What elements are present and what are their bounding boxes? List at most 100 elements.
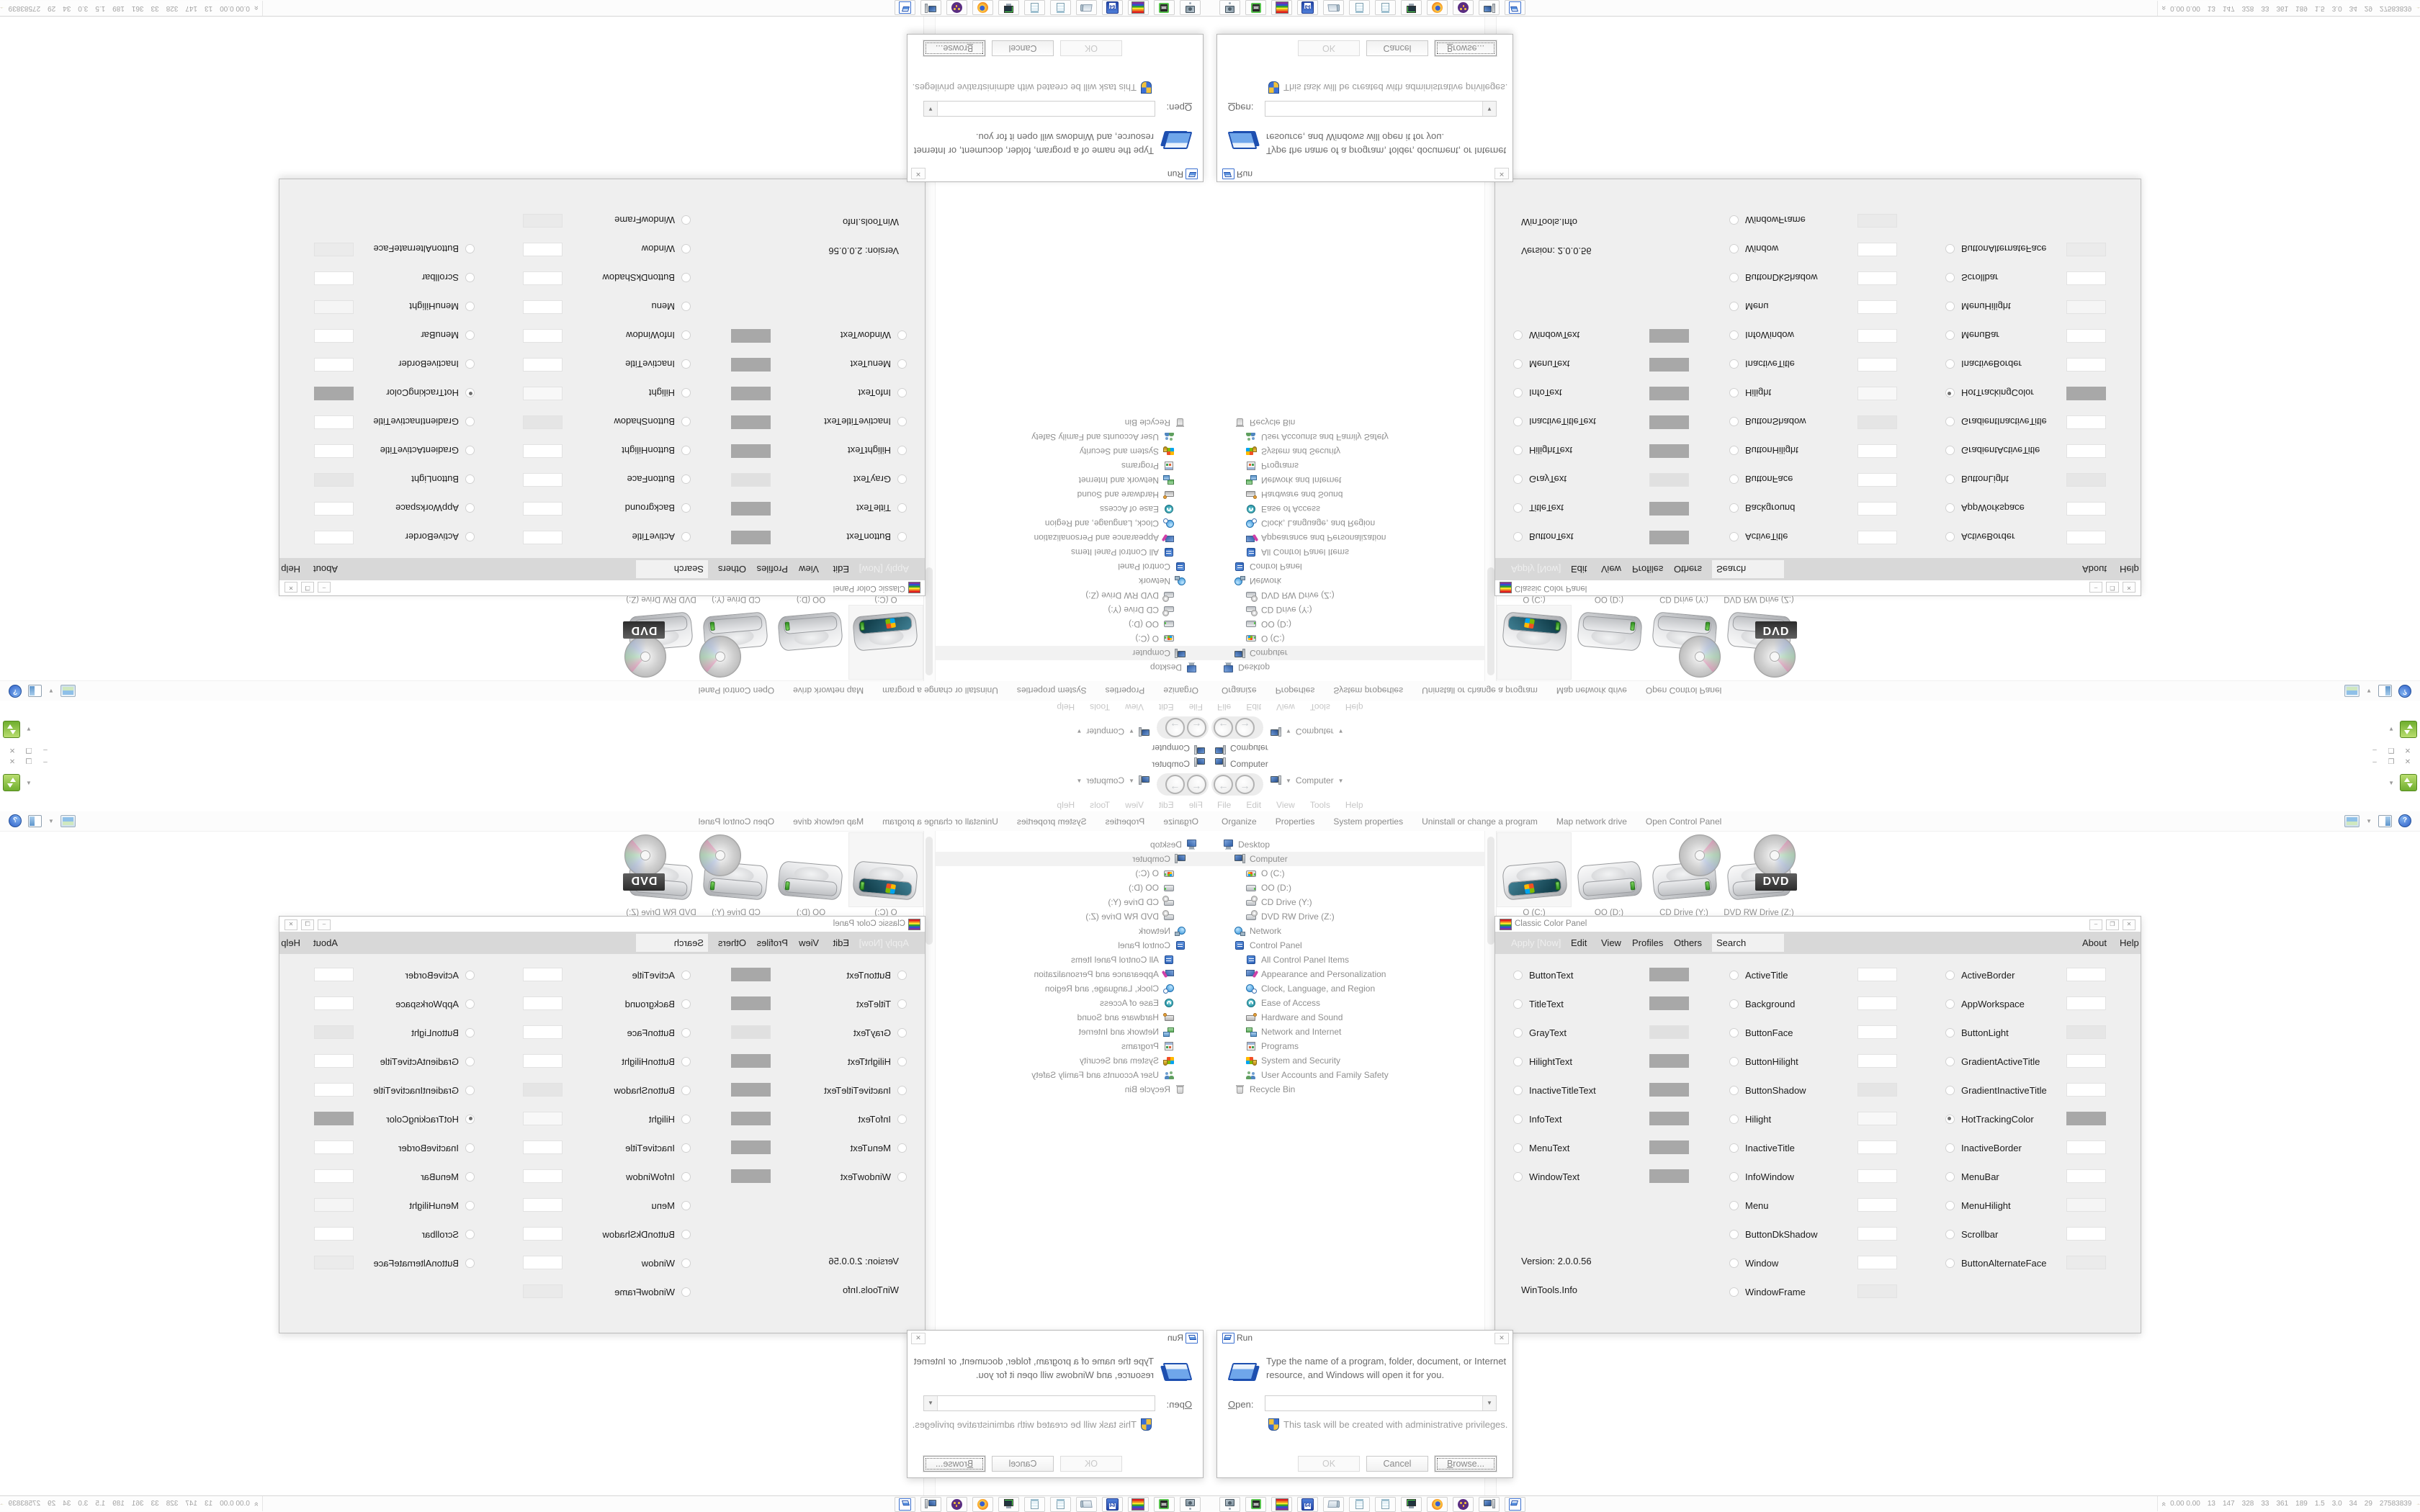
taskbar-button-pc-gear-icon[interactable] [1219, 0, 1240, 15]
color-swatch-inactivetitletext[interactable] [1649, 415, 1689, 429]
explorer-menu-tools[interactable]: Tools [1090, 702, 1111, 713]
radio-windowtext[interactable] [897, 330, 907, 341]
drive-item-oo-d-[interactable]: OO (D:) [1572, 593, 1646, 680]
color-swatch-background[interactable] [523, 996, 563, 1010]
color-swatch-windowtext[interactable] [731, 1169, 771, 1183]
radio-background[interactable] [1729, 503, 1739, 513]
radio-inactiveborder[interactable] [465, 1143, 475, 1153]
open-combobox[interactable]: ▼ [923, 1395, 1155, 1411]
color-swatch-activetitle[interactable] [1857, 968, 1897, 981]
close-button[interactable]: ✕ [2123, 582, 2136, 593]
taskbar-button-pc-blue-icon[interactable] [920, 0, 941, 15]
ccp-menu-view[interactable]: View [799, 564, 819, 575]
color-option-buttontext[interactable]: ButtonText [847, 528, 907, 546]
tree-item-network-and-internet[interactable]: Network and Internet [936, 1025, 1210, 1039]
tree-item-all-control-panel-items[interactable]: All Control Panel Items [936, 545, 1210, 559]
color-option-infotext[interactable]: InfoText [1513, 384, 1562, 402]
drive-item-cd-drive-y-[interactable]: CD Drive (Y:) [699, 832, 774, 919]
taskbar-button-terminal-pc-icon[interactable] [1401, 1497, 1422, 1512]
tree-item-user-accounts-and-family-safety[interactable]: User Accounts and Family Safety [1210, 430, 1484, 444]
drive-item-cd-drive-y-[interactable]: CD Drive (Y:) [1646, 593, 1721, 680]
scrollbar-thumb[interactable] [1487, 837, 1494, 945]
taskbar-button-scroll-script-icon[interactable] [1076, 0, 1097, 15]
color-option-scrollbar[interactable]: Scrollbar [422, 269, 475, 287]
color-option-inactivetitletext[interactable]: InactiveTitleText [1513, 1081, 1596, 1099]
toolbar-open-control-panel[interactable]: Open Control Panel [698, 685, 775, 696]
taskbar-button-rainbow-color-panel-icon[interactable] [1271, 0, 1292, 15]
tree-item-clock-language-and-region[interactable]: Clock, Language, and Region [1210, 981, 1484, 996]
color-swatch-windowtext[interactable] [1649, 1169, 1689, 1183]
explorer-menu-file[interactable]: File [1217, 702, 1232, 713]
color-swatch-buttondkshadow[interactable] [1857, 271, 1897, 285]
tree-item-computer[interactable]: Computer [936, 852, 1210, 866]
taskbar-button-device-green-icon[interactable] [1154, 0, 1175, 15]
radio-activetitle[interactable] [681, 532, 691, 542]
color-swatch-appworkspace[interactable] [2066, 502, 2106, 516]
explorer-titlebar[interactable]: Computer – ❐ ✕ [0, 756, 1210, 771]
radio-background[interactable] [681, 503, 691, 513]
color-swatch-inactivetitle[interactable] [523, 1140, 563, 1154]
address-dropdown-icon[interactable]: ▼ [26, 779, 32, 786]
color-swatch-inactiveborder[interactable] [2066, 358, 2106, 372]
color-swatch-activetitle[interactable] [523, 531, 563, 544]
scrollbar-thumb[interactable] [1487, 567, 1494, 675]
cancel-button[interactable]: Cancel [1366, 40, 1428, 56]
color-option-buttonalternateface[interactable]: ButtonAlternateFace [373, 240, 475, 258]
radio-activetitle[interactable] [681, 970, 691, 980]
ccp-search-input[interactable]: Search [636, 560, 708, 578]
color-swatch-infotext[interactable] [731, 1112, 771, 1125]
color-option-appworkspace[interactable]: AppWorkspace [395, 995, 475, 1012]
run-titlebar[interactable]: Run ✕ [908, 167, 1203, 181]
explorer-menu-file[interactable]: File [1188, 799, 1203, 810]
close-icon[interactable]: ✕ [1494, 1333, 1509, 1344]
radio-buttonface[interactable] [681, 1027, 691, 1038]
color-option-windowframe[interactable]: WindowFrame [1729, 212, 1806, 229]
explorer-titlebar[interactable]: Computer – ❐ ✕ [1210, 741, 2420, 756]
color-option-buttonshadow[interactable]: ButtonShadow [1729, 1081, 1806, 1099]
taskbar-button-rainbow-color-panel-icon[interactable] [1128, 0, 1149, 15]
breadcrumb[interactable]: ▼ Computer ▼ [1076, 775, 1150, 786]
color-swatch-gradientinactivetitle[interactable] [2066, 1083, 2106, 1097]
radio-menubar[interactable] [1945, 1171, 1955, 1182]
explorer-menu-help[interactable]: Help [1057, 799, 1075, 810]
taskbar-button-owl-icon[interactable] [946, 0, 967, 15]
taskbar-button-pc-blue-icon[interactable] [920, 1497, 941, 1512]
color-swatch-inactivetitle[interactable] [1857, 358, 1897, 372]
color-swatch-hilighttext[interactable] [731, 1054, 771, 1068]
color-option-activetitle[interactable]: ActiveTitle [1729, 966, 1788, 984]
radio-buttontext[interactable] [897, 532, 907, 542]
forward-button[interactable]: → [1165, 718, 1185, 737]
ccp-menu-help[interactable]: Help [2120, 564, 2139, 575]
tree-item-cd-drive-y-[interactable]: CD Drive (Y:) [1210, 603, 1484, 617]
explorer-menu-edit[interactable]: Edit [1246, 799, 1262, 810]
radio-hottrackingcolor[interactable] [1945, 1114, 1955, 1124]
radio-menu[interactable] [681, 1200, 691, 1210]
tree-item-hardware-and-sound[interactable]: Hardware and Sound [1210, 1010, 1484, 1025]
color-swatch-activeborder[interactable] [2066, 968, 2106, 981]
ccp-titlebar[interactable]: Classic Color Panel – ❐ ✕ [1495, 580, 2141, 595]
color-swatch-buttonshadow[interactable] [523, 415, 563, 429]
color-option-scrollbar[interactable]: Scrollbar [1945, 269, 1998, 287]
radio-infotext[interactable] [897, 388, 907, 398]
taskbar-button-notepad-icon-2[interactable] [1375, 1497, 1396, 1512]
help-icon[interactable]: ? [2398, 814, 2411, 827]
color-swatch-menu[interactable] [523, 1198, 563, 1212]
color-option-infowindow[interactable]: InfoWindow [1729, 327, 1794, 344]
color-swatch-hilight[interactable] [523, 1112, 563, 1125]
tree-item-all-control-panel-items[interactable]: All Control Panel Items [936, 953, 1210, 967]
color-swatch-menuhilight[interactable] [2066, 300, 2106, 314]
combo-dropdown-icon[interactable]: ▼ [924, 1396, 938, 1410]
color-option-menu[interactable]: Menu [1729, 1197, 1769, 1214]
radio-buttonhilight[interactable] [1729, 1056, 1739, 1066]
radio-hottrackingcolor[interactable] [1945, 388, 1955, 398]
radio-graytext[interactable] [897, 1027, 907, 1038]
taskbar-button-scroll-script-icon[interactable] [1076, 1497, 1097, 1512]
browse-button[interactable]: Browse... [923, 1456, 985, 1472]
color-option-infowindow[interactable]: InfoWindow [1729, 1168, 1794, 1185]
tree-item-all-control-panel-items[interactable]: All Control Panel Items [1210, 953, 1484, 967]
tree-item-network[interactable]: Network [1210, 924, 1484, 938]
menu-apply-now[interactable]: Apply [Now] [859, 564, 909, 575]
explorer-menu-file[interactable]: File [1188, 702, 1203, 713]
color-swatch-windowframe[interactable] [1857, 1284, 1897, 1298]
radio-buttonshadow[interactable] [681, 1085, 691, 1095]
